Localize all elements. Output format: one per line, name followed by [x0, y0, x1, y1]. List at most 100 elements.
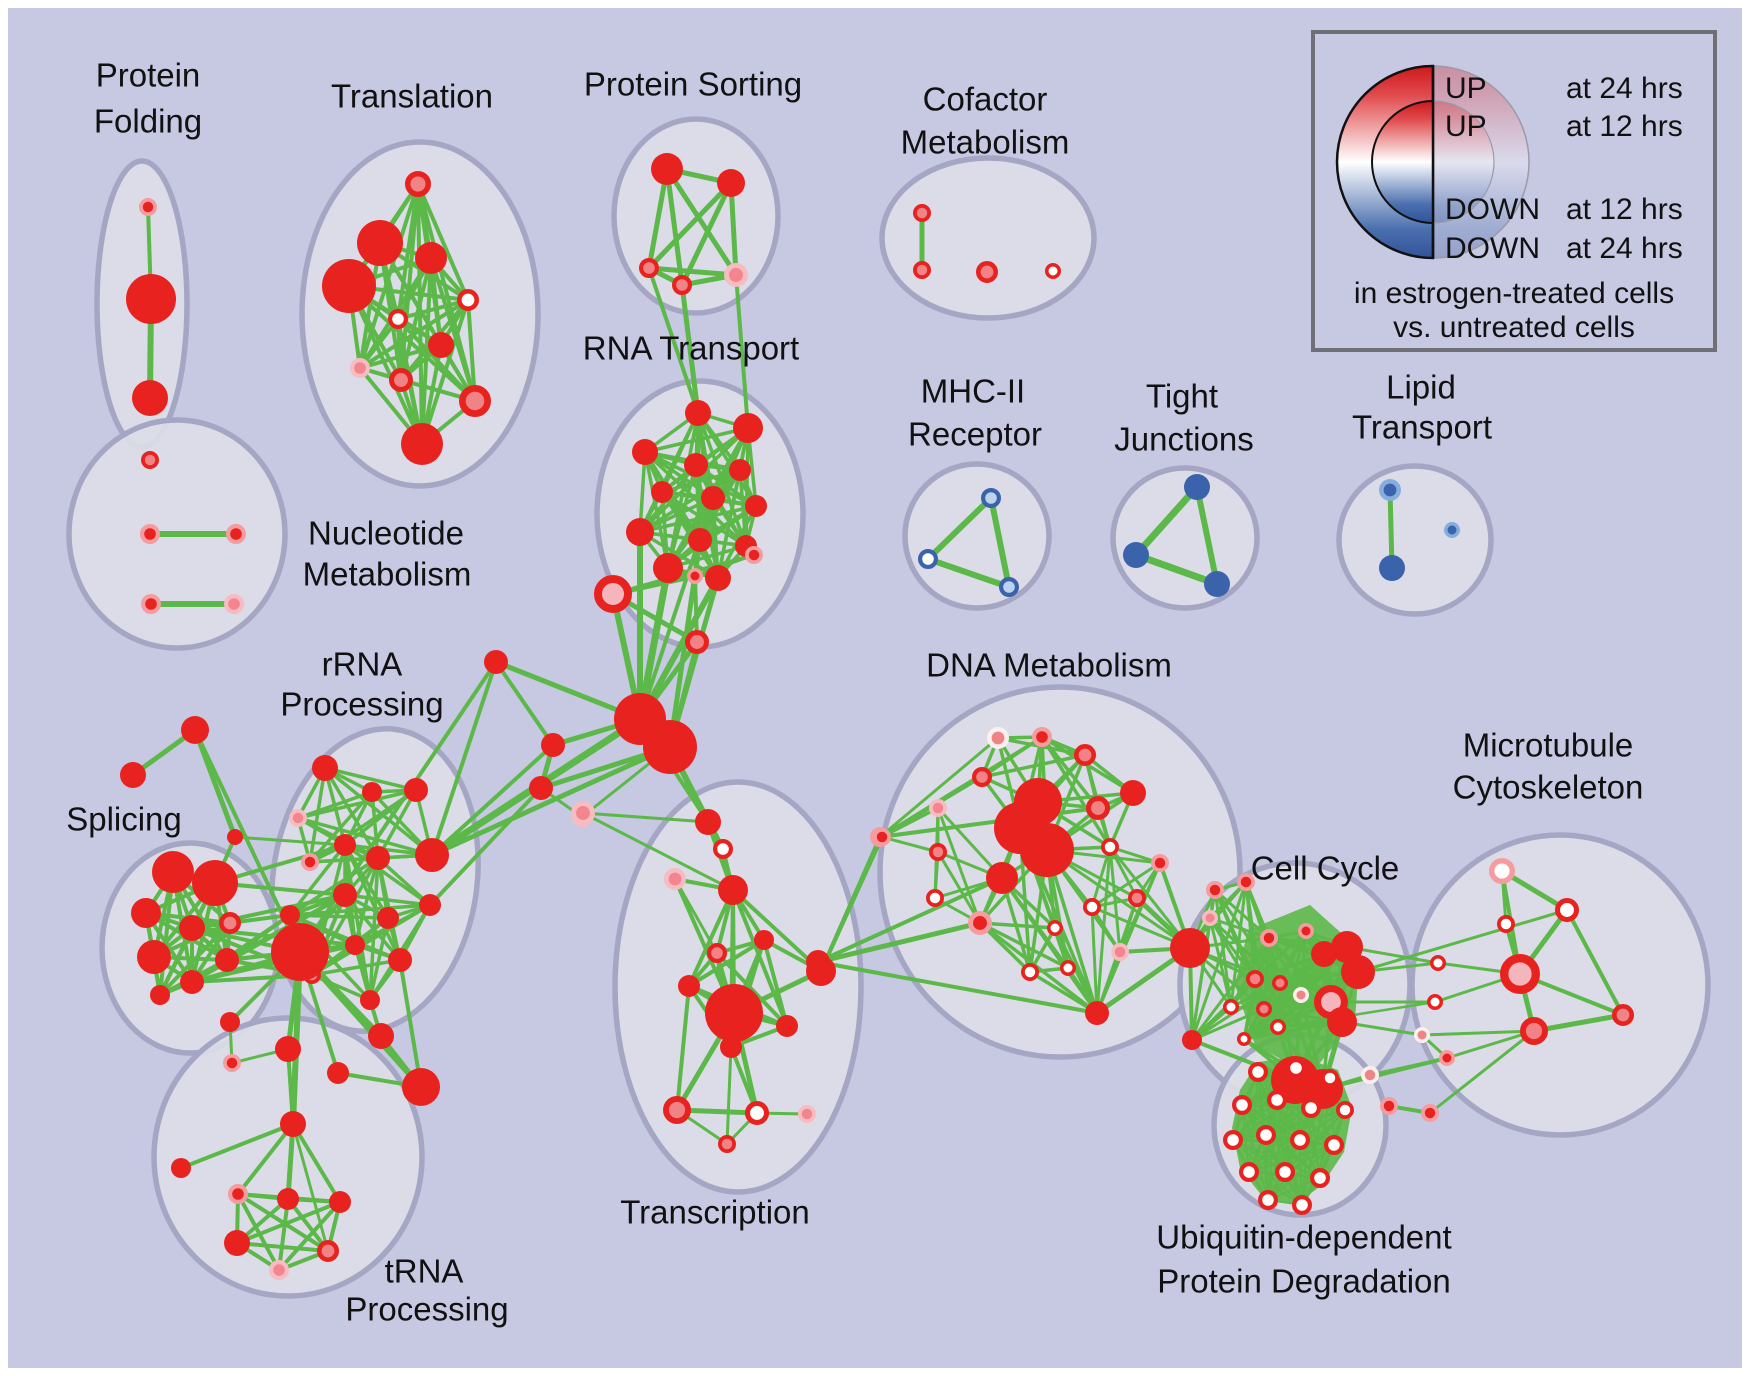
- gene-node: [137, 940, 171, 974]
- gene-node: [651, 481, 673, 503]
- network-edge: [611, 553, 756, 596]
- gene-node: [322, 259, 376, 313]
- gene-node: [1021, 963, 1040, 982]
- legend-direction-label: UP: [1445, 110, 1487, 143]
- gene-node: [720, 1036, 742, 1058]
- gene-node: [1128, 889, 1147, 908]
- network-edge: [1265, 1109, 1346, 1136]
- gene-node: [1327, 1007, 1357, 1037]
- gene-node: [220, 1012, 240, 1032]
- network-edge: [980, 753, 1087, 779]
- gene-node: [1260, 929, 1279, 948]
- network-edge: [673, 877, 719, 955]
- network-edge: [1045, 848, 1192, 950]
- network-edge: [1531, 1012, 1626, 1034]
- cluster-label-splicing: Splicing: [66, 801, 182, 838]
- network-edge: [1244, 880, 1266, 1011]
- gene-node: [663, 1095, 692, 1124]
- gene-node: [706, 942, 727, 963]
- network-edge: [819, 835, 884, 973]
- gene-node: [388, 367, 413, 392]
- network-edge: [643, 426, 750, 454]
- network-edge: [679, 282, 701, 416]
- gene-node: [705, 565, 731, 591]
- gene-node: [571, 801, 596, 826]
- gene-node: [685, 630, 710, 655]
- gene-node: [275, 1036, 301, 1062]
- network-edge: [190, 913, 292, 930]
- gene-node: [362, 782, 382, 802]
- gene-node: [120, 762, 146, 788]
- gene-node: [404, 778, 428, 802]
- network-edge: [347, 284, 424, 446]
- gene-node: [1336, 1101, 1355, 1120]
- legend-time-label: at 12 hrs: [1566, 193, 1683, 226]
- network-edge: [233, 835, 347, 847]
- gene-node: [638, 258, 659, 279]
- network-edge: [236, 1192, 330, 1253]
- cluster-label-mhc-ii-receptor: Receptor: [908, 416, 1042, 453]
- network-edge: [978, 921, 1070, 970]
- legend-time-label: at 24 hrs: [1566, 232, 1683, 265]
- network-edge: [430, 660, 498, 857]
- network-edge: [430, 743, 555, 857]
- network-edge: [664, 166, 685, 288]
- gene-node: [929, 799, 948, 818]
- gene-node: [1444, 522, 1460, 538]
- legend-time-label: at 12 hrs: [1566, 110, 1683, 143]
- gene-node: [1047, 920, 1063, 936]
- network-edge: [343, 893, 432, 907]
- network-edge: [978, 921, 1057, 930]
- gene-node: [653, 553, 683, 583]
- gene-node: [1309, 1167, 1330, 1188]
- gene-node: [913, 203, 932, 222]
- gene-node: [181, 716, 209, 744]
- gene-node: [152, 851, 194, 893]
- cluster-label-mhc-ii-receptor: MHC-II: [921, 373, 1025, 410]
- gene-node: [1206, 881, 1225, 900]
- network-edge: [1232, 1139, 1321, 1179]
- network-edge: [1208, 916, 1282, 985]
- gene-node: [671, 275, 692, 296]
- gene-node: [171, 1158, 191, 1178]
- gene-node: [141, 593, 162, 614]
- gene-node: [651, 153, 683, 185]
- network-edge: [428, 786, 543, 907]
- gene-node: [415, 838, 449, 872]
- gene-node: [745, 1101, 770, 1126]
- gene-node: [401, 423, 443, 465]
- gene-node: [1074, 743, 1097, 766]
- gene-node: [745, 546, 764, 565]
- gene-node: [140, 523, 161, 544]
- gene-node: [377, 907, 399, 929]
- gene-node: [684, 453, 708, 477]
- gene-node: [1045, 263, 1061, 279]
- cluster-bubble-lipid-transport: [1336, 463, 1494, 617]
- network-edge: [936, 850, 982, 925]
- gene-node: [192, 860, 238, 906]
- gene-node: [150, 985, 170, 1005]
- network-edge: [581, 811, 710, 824]
- network-edge: [343, 843, 372, 1002]
- network-edge: [1445, 1029, 1536, 1060]
- gene-node: [1247, 1061, 1268, 1082]
- gene-node: [678, 975, 700, 997]
- network-edge: [1248, 1144, 1335, 1173]
- network-edge: [358, 343, 443, 370]
- gene-node: [180, 970, 204, 994]
- gene-node: [360, 990, 380, 1010]
- network-edge: [466, 298, 477, 403]
- gene-node: [724, 262, 749, 287]
- network-edge: [1090, 861, 1162, 909]
- network-edge: [1420, 1029, 1536, 1037]
- network-edge: [1242, 977, 1257, 1041]
- gene-node: [975, 260, 998, 283]
- cluster-bubble-trna-processing: [151, 1015, 425, 1299]
- cluster-label-nucleotide-metabolism: Nucleotide: [308, 515, 464, 552]
- cluster-label-cofactor-metabolism: Cofactor: [923, 81, 1048, 118]
- gene-node: [998, 576, 1019, 597]
- network-edge: [190, 893, 347, 930]
- gene-node: [316, 1240, 339, 1263]
- gene-node: [388, 948, 412, 972]
